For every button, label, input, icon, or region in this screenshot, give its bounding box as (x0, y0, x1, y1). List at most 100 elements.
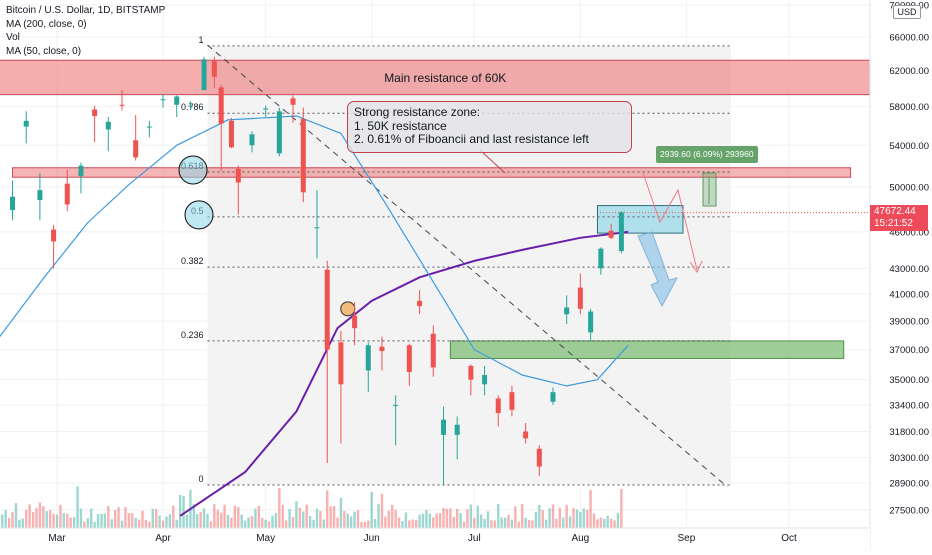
zone-rect[interactable] (597, 206, 683, 234)
candle-body[interactable] (325, 270, 330, 350)
volume-bar (76, 487, 78, 528)
volume-bar (579, 512, 581, 528)
candle-body[interactable] (10, 197, 15, 210)
candle-body[interactable] (619, 212, 624, 251)
candle-body[interactable] (338, 342, 343, 384)
volume-bar (93, 522, 95, 528)
candle-body[interactable] (455, 425, 460, 435)
candle-body[interactable] (379, 347, 384, 351)
volume-bar (172, 506, 174, 528)
zone-rect[interactable] (450, 341, 843, 359)
fib-level-label: 0 (198, 474, 203, 484)
candle-body[interactable] (92, 109, 97, 116)
candle-body[interactable] (537, 449, 542, 467)
candle-body[interactable] (523, 431, 528, 438)
legend-ma50[interactable]: MA (50, close, 0) (6, 45, 165, 59)
candle-body[interactable] (263, 109, 268, 110)
candle-body[interactable] (468, 366, 473, 380)
candle-body[interactable] (407, 345, 412, 372)
volume-bar (299, 508, 301, 528)
currency-button[interactable]: USD (893, 5, 921, 19)
price-tick-label: 31800.00 (889, 427, 929, 438)
candle-body[interactable] (219, 87, 224, 123)
volume-bar (405, 512, 407, 528)
volume-bar (456, 509, 458, 528)
volume-bar (364, 522, 366, 528)
price-tick-label: 62000.00 (889, 66, 929, 77)
current-price-tag: 47672.44 15:21:52 (870, 205, 928, 231)
price-tick-label: 37000.00 (889, 345, 929, 356)
candle-body[interactable] (37, 190, 42, 200)
candle-body[interactable] (249, 134, 254, 145)
volume-bar (603, 519, 605, 528)
volume-bar (35, 508, 37, 528)
volume-bar (466, 509, 468, 528)
candle-body[interactable] (301, 119, 306, 192)
zone-rect[interactable] (13, 168, 851, 177)
candle-body[interactable] (236, 169, 241, 183)
volume-bar (97, 514, 99, 528)
candle-body[interactable] (509, 392, 514, 410)
volume-bar (398, 518, 400, 528)
candle-body[interactable] (352, 316, 357, 328)
volume-bar (435, 514, 437, 528)
volume-bar (42, 506, 44, 528)
volume-bar (56, 515, 58, 528)
volume-bar (28, 504, 30, 528)
price-tick-label: 35000.00 (889, 375, 929, 386)
candle-body[interactable] (119, 105, 124, 106)
candle-body[interactable] (78, 166, 83, 176)
candle-body[interactable] (65, 184, 70, 205)
candle-body[interactable] (366, 345, 371, 370)
candle-body[interactable] (188, 106, 193, 107)
chart-legend: Bitcoin / U.S. Dollar, 1D, BITSTAMP MA (… (6, 4, 165, 58)
candle-body[interactable] (147, 127, 152, 128)
candle-body[interactable] (277, 111, 282, 153)
volume-bar (418, 515, 420, 528)
volume-bar (377, 504, 379, 528)
legend-symbol[interactable]: Bitcoin / U.S. Dollar, 1D, BITSTAMP (6, 4, 165, 18)
candle-body[interactable] (174, 96, 179, 104)
candle-body[interactable] (24, 121, 29, 127)
volume-bar (11, 512, 13, 528)
legend-vol[interactable]: Vol (6, 31, 165, 45)
price-axis[interactable]: 70000.0066000.0062000.0058000.0054000.00… (870, 0, 932, 550)
volume-bar (562, 518, 564, 528)
candle-body[interactable] (431, 334, 436, 368)
volume-bar (39, 503, 41, 528)
candle-body[interactable] (314, 227, 319, 228)
price-axis-bg (870, 0, 932, 550)
candle-body[interactable] (161, 99, 166, 100)
volume-bar (176, 520, 178, 528)
candle-body[interactable] (588, 312, 593, 333)
candle-body[interactable] (564, 307, 569, 314)
candle-body[interactable] (578, 288, 583, 309)
volume-bar (199, 512, 201, 528)
candle-body[interactable] (133, 140, 138, 157)
legend-ma200[interactable]: MA (200, close, 0) (6, 18, 165, 32)
candle-body[interactable] (51, 230, 56, 242)
volume-bar (83, 522, 85, 528)
volume-bar (52, 514, 54, 528)
candle-body[interactable] (291, 98, 296, 104)
candle-body[interactable] (202, 59, 207, 90)
candle-body[interactable] (417, 301, 422, 306)
candle-body[interactable] (441, 420, 446, 435)
volume-bar (134, 518, 136, 528)
volume-bar (87, 518, 89, 528)
candle-body[interactable] (106, 122, 111, 130)
volume-bar (141, 511, 143, 528)
candle-body[interactable] (393, 405, 398, 406)
candle-body[interactable] (496, 399, 501, 414)
candle-body[interactable] (229, 121, 234, 147)
fib-level-label: 0.786 (181, 102, 204, 112)
candle-body[interactable] (212, 61, 217, 77)
candle-body[interactable] (609, 231, 614, 238)
candle-body[interactable] (598, 249, 603, 269)
candle-body[interactable] (550, 392, 555, 402)
candle-body[interactable] (482, 375, 487, 384)
annotation-callout[interactable]: Strong resistance zone: 1. 50K resistanc… (347, 101, 632, 153)
